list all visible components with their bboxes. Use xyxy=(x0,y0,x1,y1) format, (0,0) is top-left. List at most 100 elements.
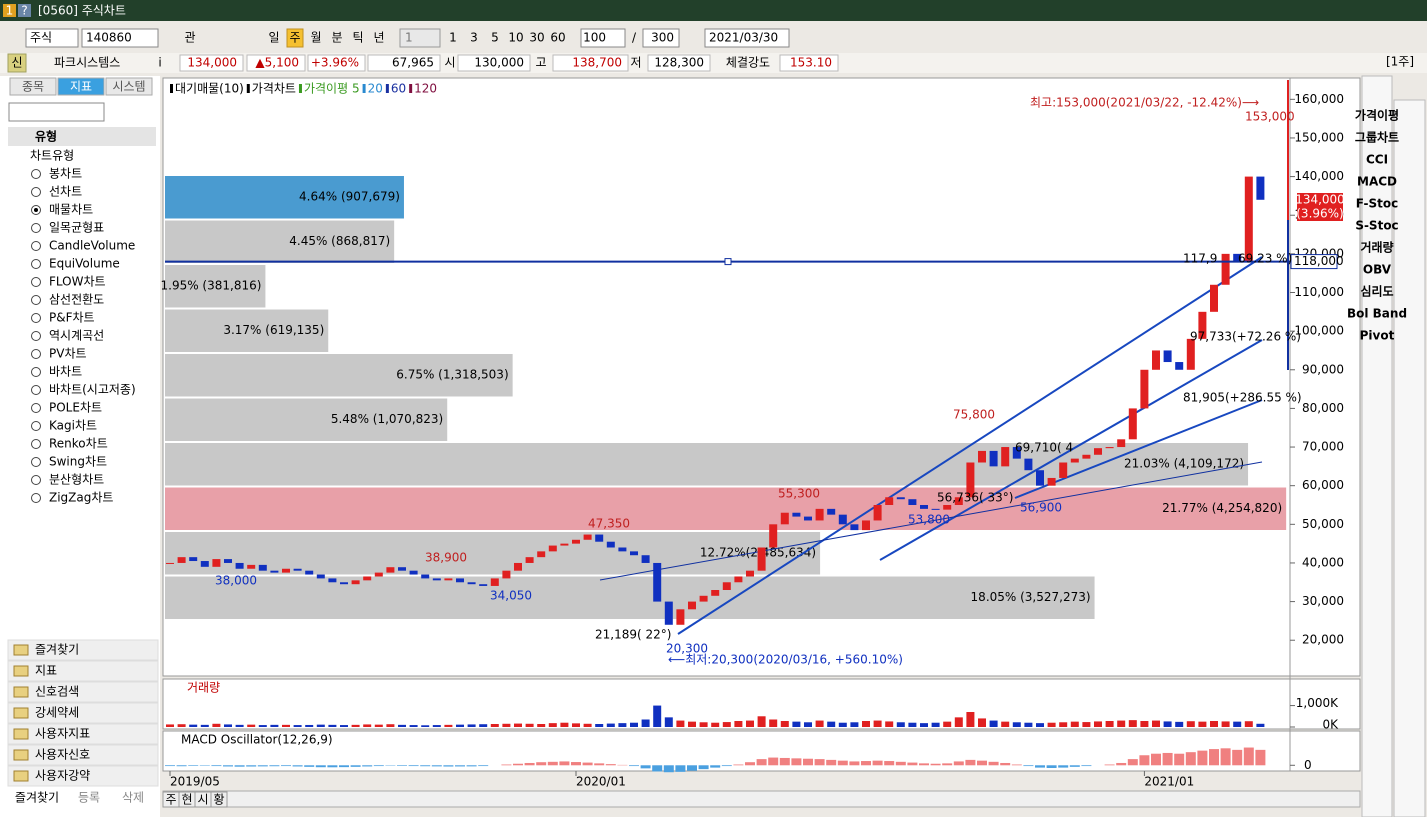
bottom-tab-label[interactable]: 시 xyxy=(197,793,208,807)
chart-type[interactable]: EquiVolume xyxy=(49,257,120,271)
indicator[interactable]: 가격이평 xyxy=(1355,108,1399,123)
chart-type[interactable]: POLE차트 xyxy=(49,401,102,415)
chart-type[interactable]: ZigZag차트 xyxy=(49,491,113,505)
folder[interactable]: 강세약세 xyxy=(35,705,79,720)
period[interactable]: 분 xyxy=(331,31,342,45)
chart-type[interactable]: PV차트 xyxy=(49,347,87,361)
chart-type[interactable]: Swing차트 xyxy=(49,455,107,469)
radio[interactable] xyxy=(31,313,41,323)
chart-type[interactable]: 선차트 xyxy=(49,185,82,199)
date-select[interactable] xyxy=(704,28,790,48)
period[interactable]: 월 xyxy=(310,31,321,45)
folder-row[interactable] xyxy=(7,723,159,745)
folder-row[interactable] xyxy=(7,639,159,661)
radio[interactable] xyxy=(31,259,41,269)
folder[interactable]: 사용자지표 xyxy=(35,727,90,741)
chart-type[interactable]: 일목균형표 xyxy=(49,221,104,235)
left-button[interactable]: 등록 xyxy=(78,791,100,805)
indicator[interactable]: 거래량 xyxy=(1360,240,1393,255)
tab-label[interactable]: 시스템 xyxy=(112,80,145,94)
search-box[interactable] xyxy=(8,102,105,122)
folder-row[interactable] xyxy=(7,765,159,787)
radio[interactable] xyxy=(31,493,41,503)
radio[interactable] xyxy=(31,403,41,413)
quick-interval[interactable]: 30 xyxy=(529,31,544,45)
radio[interactable] xyxy=(31,277,41,287)
code[interactable]: 140860 xyxy=(86,31,132,45)
total-input[interactable] xyxy=(642,28,680,48)
interval-select[interactable] xyxy=(399,28,441,48)
radio[interactable] xyxy=(31,475,41,485)
left-button[interactable]: 즐겨찾기 xyxy=(15,791,59,805)
tab[interactable] xyxy=(57,77,105,96)
chart-type[interactable]: FLOW차트 xyxy=(49,275,106,289)
radio[interactable] xyxy=(31,169,41,179)
code-input[interactable] xyxy=(81,28,159,48)
radio[interactable] xyxy=(31,295,41,305)
info[interactable]: i xyxy=(158,56,161,70)
date[interactable]: 2021/03/30 xyxy=(709,31,778,45)
folder-row[interactable] xyxy=(7,660,159,682)
tab[interactable] xyxy=(9,77,57,96)
indicator[interactable]: OBV xyxy=(1363,263,1392,277)
toolbar-button[interactable]: 관 xyxy=(184,31,195,45)
folder[interactable]: 지표 xyxy=(35,664,57,678)
count[interactable]: 100 xyxy=(583,31,606,45)
indicator[interactable]: Bol Band xyxy=(1347,307,1407,321)
bottom-tab[interactable] xyxy=(210,791,228,808)
radio[interactable] xyxy=(31,421,41,431)
radio[interactable] xyxy=(31,439,41,449)
indicator[interactable]: 그룹차트 xyxy=(1355,130,1399,145)
indicator[interactable]: 심리도 xyxy=(1360,284,1393,299)
tab-label[interactable]: 지표 xyxy=(70,80,92,94)
quick-interval[interactable]: 10 xyxy=(508,31,523,45)
chart-type[interactable]: 매물차트 xyxy=(49,203,93,217)
radio[interactable] xyxy=(31,331,41,341)
quick-interval[interactable]: 1 xyxy=(449,31,457,45)
chart-type[interactable]: 바차트 xyxy=(49,365,82,379)
tab[interactable] xyxy=(105,77,153,96)
indicator[interactable]: Pivot xyxy=(1360,329,1395,343)
chart-type[interactable]: 역시계곡선 xyxy=(49,329,104,343)
chart-type[interactable]: Kagi차트 xyxy=(49,419,97,433)
handle[interactable] xyxy=(724,258,732,266)
total[interactable]: 300 xyxy=(651,31,674,45)
bottom-tab-label[interactable]: 주 xyxy=(165,793,176,807)
radio[interactable] xyxy=(31,187,41,197)
radio[interactable] xyxy=(31,223,41,233)
left-button[interactable]: 삭제 xyxy=(122,791,144,805)
chart-type[interactable]: P&F차트 xyxy=(49,311,95,325)
quick-interval[interactable]: 5 xyxy=(491,31,499,45)
period[interactable]: 년 xyxy=(373,31,384,45)
quick-interval[interactable]: 3 xyxy=(470,31,478,45)
bottom-tab-label[interactable]: 황 xyxy=(213,793,224,807)
count-input[interactable] xyxy=(580,28,626,48)
scrollbar[interactable] xyxy=(162,790,1361,808)
chart-type[interactable]: 바차트(시고저종) xyxy=(49,383,136,397)
quick-interval[interactable]: 60 xyxy=(550,31,565,45)
indicator[interactable]: S-Stoc xyxy=(1355,219,1398,233)
market-select[interactable] xyxy=(25,28,79,48)
period[interactable]: 일 xyxy=(268,31,279,45)
interval[interactable]: 1 xyxy=(405,31,413,45)
indicator[interactable]: MACD xyxy=(1357,175,1397,189)
market[interactable]: 주식 xyxy=(30,31,52,45)
indicator[interactable]: CCI xyxy=(1366,153,1388,167)
folder-row[interactable] xyxy=(7,702,159,724)
chart-type[interactable]: 봉차트 xyxy=(49,167,82,181)
folder[interactable]: 신호검색 xyxy=(35,685,79,699)
radio[interactable] xyxy=(31,241,41,251)
radio[interactable] xyxy=(31,385,41,395)
radio[interactable] xyxy=(31,457,41,467)
chart-type[interactable]: Renko차트 xyxy=(49,437,108,451)
chart-type[interactable]: CandleVolume xyxy=(49,239,135,253)
radio[interactable] xyxy=(31,367,41,377)
chart-type[interactable]: 분산형차트 xyxy=(49,473,104,487)
indicator[interactable]: F-Stoc xyxy=(1356,197,1399,211)
folder[interactable]: 즐겨찾기 xyxy=(35,643,79,657)
folder-row[interactable] xyxy=(7,744,159,766)
chart-type[interactable]: 삼선전환도 xyxy=(49,293,104,307)
radio[interactable] xyxy=(31,349,41,359)
folder[interactable]: 사용자강약 xyxy=(35,768,90,783)
tab-label[interactable]: 종목 xyxy=(22,80,44,94)
